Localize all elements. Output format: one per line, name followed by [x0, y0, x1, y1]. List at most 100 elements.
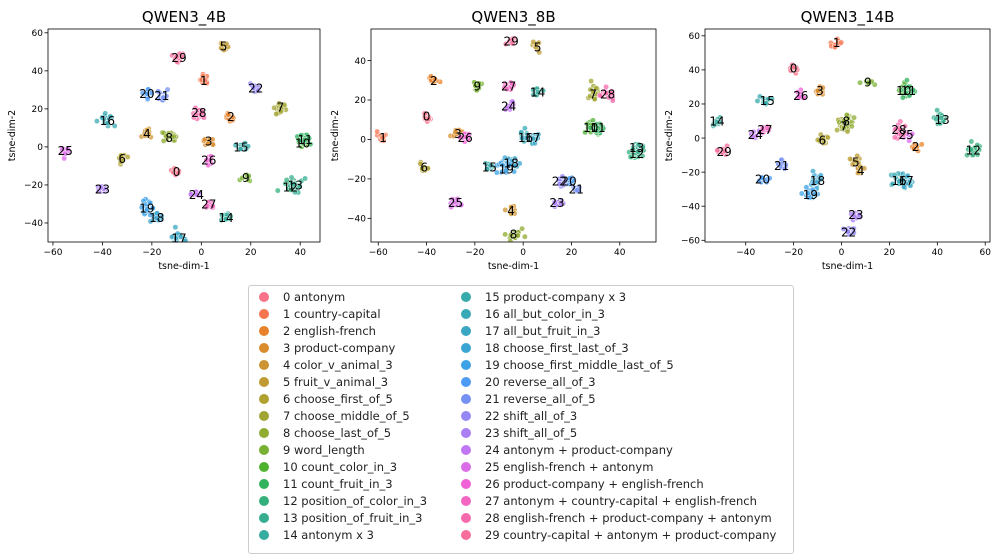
cluster-label-14: 14: [218, 211, 233, 225]
scatter-point-28: [200, 114, 207, 121]
legend-marker: [259, 309, 269, 319]
scatter-point-8: [840, 125, 847, 132]
scatter-point-1: [838, 39, 845, 46]
scatter-point-2: [911, 145, 918, 152]
cluster-label-18: 18: [810, 174, 825, 188]
scatter-point-17: [901, 183, 907, 190]
cluster-label-9: 9: [864, 75, 872, 89]
scatter-point-7: [273, 111, 280, 117]
legend-marker: [259, 513, 269, 523]
legend-label: 15 product-company x 3: [485, 290, 627, 304]
cluster-label-9: 9: [473, 80, 481, 94]
cluster-label-1: 1: [833, 36, 841, 50]
scatter-point-29: [721, 148, 728, 154]
scatter-point-8: [502, 231, 509, 238]
legend-marker: [259, 479, 269, 489]
legend-marker: [461, 394, 471, 404]
cluster-label-23: 23: [549, 196, 564, 210]
scatter-point-6: [124, 154, 131, 160]
scatter-point-21: [164, 86, 171, 93]
scatter-point-28: [603, 83, 609, 90]
scatter-point-22: [850, 229, 857, 236]
scatter-point-11: [307, 141, 314, 148]
scatter-point-8: [519, 225, 526, 232]
cluster-label-27: 27: [501, 80, 516, 94]
cluster-label-2: 2: [227, 110, 235, 124]
scatter-point-8: [848, 123, 855, 130]
scatter-point-27: [209, 202, 216, 209]
y-tick-label: 20: [32, 105, 44, 115]
legend-label: 2 english-french: [283, 324, 376, 338]
scatter-point-9: [476, 80, 483, 87]
scatter-point-13: [635, 141, 642, 148]
legend-label: 3 product-company: [283, 341, 396, 355]
scatter-point-19: [798, 190, 805, 197]
scatter-point-21: [777, 163, 784, 170]
x-tick-label: −40: [736, 248, 755, 258]
legend-marker: [259, 360, 269, 370]
scatter-point-9: [245, 173, 252, 179]
y-tick-label: 40: [689, 66, 701, 76]
scatter-point-19: [144, 206, 151, 213]
legend-label: 28 english-french + product-company + an…: [485, 511, 772, 525]
scatter-point-18: [502, 154, 508, 161]
scatter-point-11: [306, 135, 313, 142]
cluster-label-19: 19: [139, 201, 154, 215]
x-axis-label: tsne-dim-1: [822, 261, 873, 272]
scatter-point-3: [204, 140, 211, 147]
scatter-point-11: [593, 127, 600, 134]
scatter-point-15: [487, 162, 494, 169]
scatter-point-17: [535, 131, 542, 138]
scatter-point-22: [840, 225, 847, 232]
scatter-point-27: [509, 80, 516, 87]
scatter-point-24: [187, 191, 194, 198]
x-tick-label: −60: [369, 248, 388, 258]
scatter-point-16: [93, 118, 100, 125]
scatter-point-16: [518, 129, 525, 136]
cluster-label-4: 4: [507, 204, 515, 218]
cluster-label-20: 20: [139, 87, 154, 101]
scatter-point-23: [97, 184, 104, 191]
cluster-label-17: 17: [899, 174, 914, 188]
scatter-point-26: [795, 93, 802, 100]
legend-label: 27 antonym + country-capital + english-f…: [485, 494, 757, 508]
legend-label: 25 english-french + antonym: [485, 460, 654, 474]
scatter-point-7: [587, 93, 594, 100]
y-tick-label: 20: [689, 100, 701, 110]
legend-marker: [259, 394, 269, 404]
legend-label: 23 shift_all_of_5: [485, 426, 578, 440]
legend-marker: [259, 377, 269, 387]
scatter-point-15: [245, 143, 252, 150]
scatter-point-2: [918, 141, 925, 148]
scatter-point-17: [172, 224, 179, 231]
scatter-point-19: [503, 167, 510, 174]
scatter-point-13: [938, 114, 945, 121]
scatter-point-7: [588, 78, 595, 85]
legend-marker: [461, 445, 471, 455]
scatter-point-16: [521, 125, 528, 132]
scatter-point-3: [452, 129, 459, 136]
scatter-point-27: [763, 124, 770, 131]
cluster-label-10: 10: [896, 84, 911, 98]
cluster-label-6: 6: [420, 161, 428, 175]
cluster-label-23: 23: [95, 182, 110, 196]
scatter-point-25: [62, 150, 69, 157]
legend-label: 0 antonym: [283, 290, 346, 304]
cluster-label-17: 17: [171, 232, 186, 246]
y-tick-label: −20: [24, 181, 43, 191]
legend-marker: [259, 496, 269, 506]
cluster-label-2: 2: [430, 74, 438, 88]
cluster-label-22: 22: [248, 81, 263, 95]
y-tick-label: −40: [24, 219, 43, 229]
cluster-label-23: 23: [848, 208, 863, 222]
scatter-point-16: [889, 180, 896, 187]
legend-marker: [259, 428, 269, 438]
cluster-label-19: 19: [803, 188, 818, 202]
cluster-label-2: 2: [912, 140, 920, 154]
legend-marker: [461, 462, 471, 472]
scatter-point-12: [968, 146, 975, 153]
cluster-label-13: 13: [934, 113, 949, 127]
panel-qwen3_14b: QWEN3_14B0123456789101112131415161718192…: [664, 8, 991, 272]
scatter-point-13: [291, 181, 298, 188]
cluster-label-26: 26: [201, 154, 216, 168]
